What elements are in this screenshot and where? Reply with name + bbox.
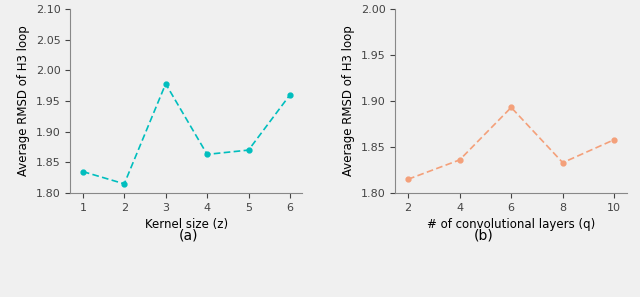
- Text: (b): (b): [474, 228, 493, 242]
- Y-axis label: Average RMSD of H3 loop: Average RMSD of H3 loop: [342, 26, 355, 176]
- Y-axis label: Average RMSD of H3 loop: Average RMSD of H3 loop: [17, 26, 30, 176]
- X-axis label: Kernel size (z): Kernel size (z): [145, 218, 228, 231]
- X-axis label: # of convolutional layers (q): # of convolutional layers (q): [427, 218, 595, 231]
- Text: (a): (a): [179, 228, 198, 242]
